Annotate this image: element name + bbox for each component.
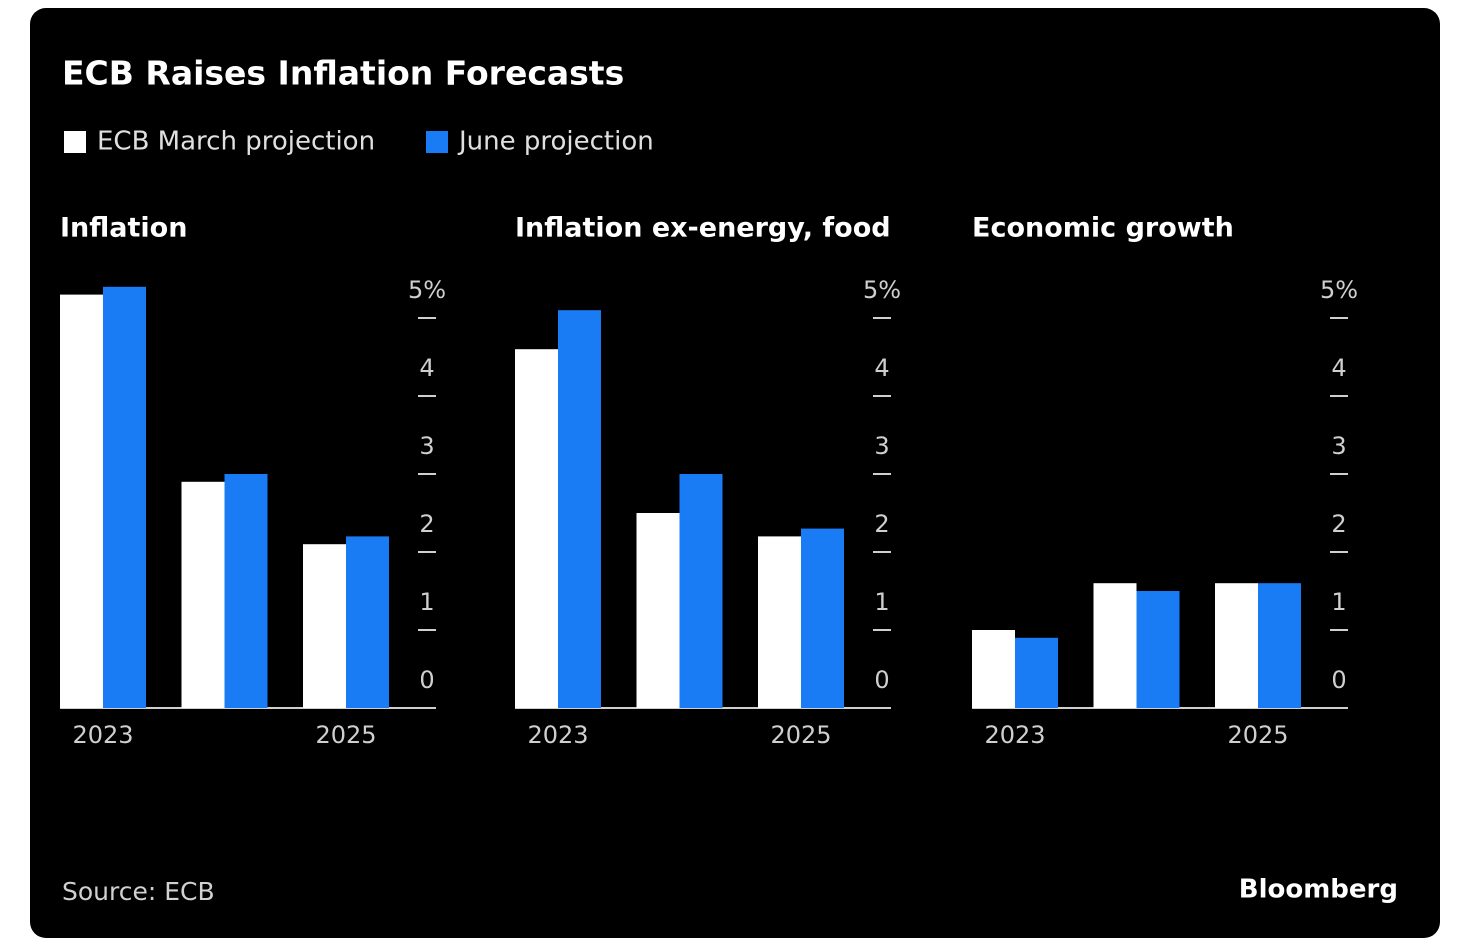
y-tick-label: 3 xyxy=(1331,432,1346,460)
y-tick-label: 1 xyxy=(1331,588,1346,616)
bar xyxy=(224,474,268,708)
bar xyxy=(972,630,1015,708)
bar xyxy=(558,310,601,708)
y-tick-label: 4 xyxy=(874,354,889,382)
x-tick-label: 2025 xyxy=(1227,721,1288,749)
bar xyxy=(1258,583,1301,708)
y-tick-label: 5% xyxy=(1320,276,1358,304)
y-tick-label: 0 xyxy=(419,666,434,694)
y-tick-label: 3 xyxy=(419,432,434,460)
x-tick-label: 2025 xyxy=(315,721,376,749)
bar xyxy=(1136,591,1180,708)
source: Source: ECB xyxy=(62,877,215,906)
bar xyxy=(679,474,723,708)
y-tick-label: 5% xyxy=(408,276,446,304)
y-tick-label: 0 xyxy=(1331,666,1346,694)
y-tick-label: 0 xyxy=(874,666,889,694)
bar xyxy=(758,536,801,708)
panel-title: Inflation ex-energy, food xyxy=(515,213,891,244)
bar xyxy=(801,528,844,708)
bar xyxy=(181,481,225,708)
chart-title: ECB Raises Inflation Forecasts xyxy=(62,54,624,93)
y-tick-label: 5% xyxy=(863,276,901,304)
y-tick-label: 2 xyxy=(419,510,434,538)
bar xyxy=(1015,637,1058,708)
x-tick-label: 2025 xyxy=(770,721,831,749)
y-tick-label: 2 xyxy=(874,510,889,538)
legend-label: June projection xyxy=(457,127,654,157)
bar xyxy=(515,349,558,708)
y-tick-label: 1 xyxy=(419,588,434,616)
bar xyxy=(103,286,146,708)
x-tick-label: 2023 xyxy=(984,721,1045,749)
x-tick-label: 2023 xyxy=(72,721,133,749)
bar xyxy=(60,294,103,708)
panel-title: Inflation xyxy=(60,213,187,244)
x-tick-label: 2023 xyxy=(527,721,588,749)
bar xyxy=(1215,583,1258,708)
legend-label: ECB March projection xyxy=(97,127,375,157)
y-tick-label: 4 xyxy=(1331,354,1346,382)
y-tick-label: 3 xyxy=(874,432,889,460)
bar xyxy=(636,513,680,708)
panel-title: Economic growth xyxy=(972,213,1234,244)
y-tick-label: 4 xyxy=(419,354,434,382)
y-tick-label: 2 xyxy=(1331,510,1346,538)
bar xyxy=(346,536,389,708)
legend-swatch xyxy=(426,131,448,153)
y-tick-label: 1 xyxy=(874,588,889,616)
bar xyxy=(1093,583,1137,708)
brand: Bloomberg xyxy=(1239,875,1398,905)
legend-swatch xyxy=(64,131,86,153)
bar xyxy=(303,544,346,708)
